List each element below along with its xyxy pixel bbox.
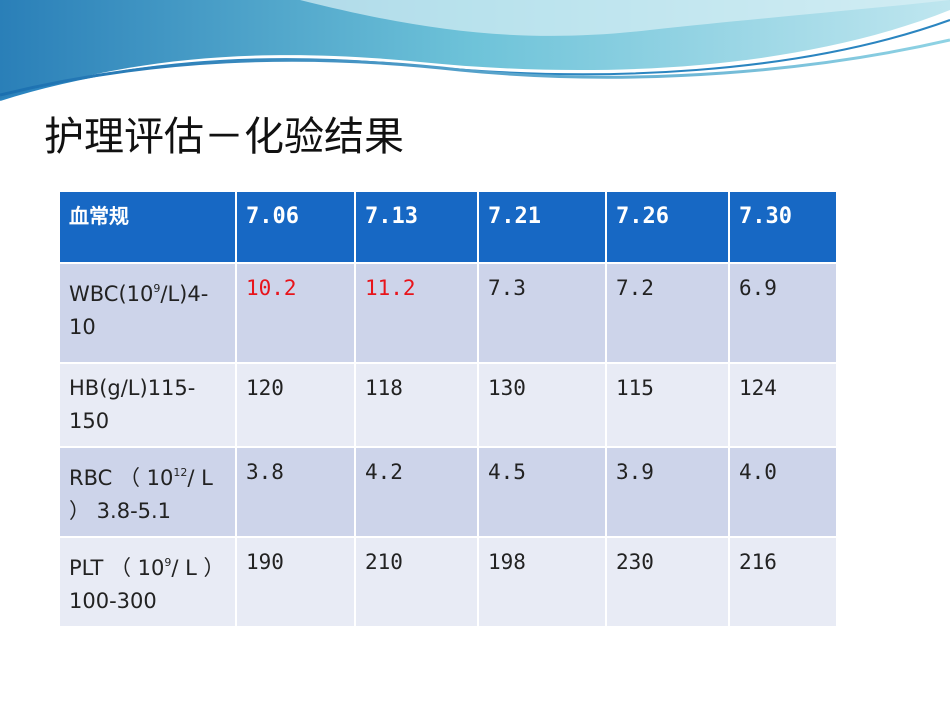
abnormal-value-cell: 10.2 [235, 262, 356, 364]
value-cell: 190 [235, 536, 356, 628]
slide-title: 护理评估－化验结果 [44, 114, 404, 160]
label-text: / L ） 100-300 [69, 556, 225, 613]
value-cell: 4.5 [477, 446, 607, 538]
value-cell: 118 [354, 362, 479, 448]
label-text: HB(g/L)115-150 [69, 376, 196, 433]
label-superscript: 9 [164, 556, 172, 569]
label-superscript: 9 [153, 282, 161, 295]
header-row: 血常规 7.06 7.13 7.21 7.26 7.30 [58, 190, 838, 264]
value-cell: 130 [477, 362, 607, 448]
value-cell: 4.0 [728, 446, 838, 538]
value-cell: 198 [477, 536, 607, 628]
header-cell: 7.13 [354, 190, 479, 264]
header-cell: 血常规 [58, 190, 237, 264]
row-label: WBC(109/L)4-10 [58, 262, 237, 364]
value-cell: 6.9 [728, 262, 838, 364]
value-cell: 210 [354, 536, 479, 628]
value-cell: 216 [728, 536, 838, 628]
value-cell: 115 [605, 362, 730, 448]
header-cell: 7.21 [477, 190, 607, 264]
value-cell: 3.9 [605, 446, 730, 538]
label-text: RBC （ 10 [69, 466, 174, 490]
row-label: RBC （ 1012/ L ） 3.8-5.1 [58, 446, 237, 538]
label-text: / L ） 3.8-5.1 [69, 466, 213, 523]
header-cell: 7.06 [235, 190, 356, 264]
header-cell: 7.26 [605, 190, 730, 264]
table-row: PLT （ 109/ L ） 100-300 190 210 198 230 216 [58, 536, 838, 628]
row-label: PLT （ 109/ L ） 100-300 [58, 536, 237, 628]
value-cell: 4.2 [354, 446, 479, 538]
label-superscript: 12 [173, 466, 188, 479]
wave-decoration [0, 0, 950, 101]
value-cell: 230 [605, 536, 730, 628]
value-cell: 7.2 [605, 262, 730, 364]
label-text: WBC(10 [69, 282, 154, 306]
value-cell: 3.8 [235, 446, 356, 538]
row-label: HB(g/L)115-150 [58, 362, 237, 448]
lab-table: 血常规 7.06 7.13 7.21 7.26 7.30 WBC(109/L)4-10 10… [58, 190, 838, 628]
value-cell: 120 [235, 362, 356, 448]
label-text: PLT （ 10 [69, 556, 165, 580]
table-row: WBC(109/L)4-10 10.2 11.2 7.3 7.2 6.9 [58, 262, 838, 364]
value-cell: 7.3 [477, 262, 607, 364]
label-text: /L)4-10 [69, 282, 209, 339]
abnormal-value-cell: 11.2 [354, 262, 479, 364]
header-cell: 7.30 [728, 190, 838, 264]
table-row: HB(g/L)115-150 120 118 130 115 124 [58, 362, 838, 448]
value-cell: 124 [728, 362, 838, 448]
table-row: RBC （ 1012/ L ） 3.8-5.1 3.8 4.2 4.5 3.9 4.0 [58, 446, 838, 538]
